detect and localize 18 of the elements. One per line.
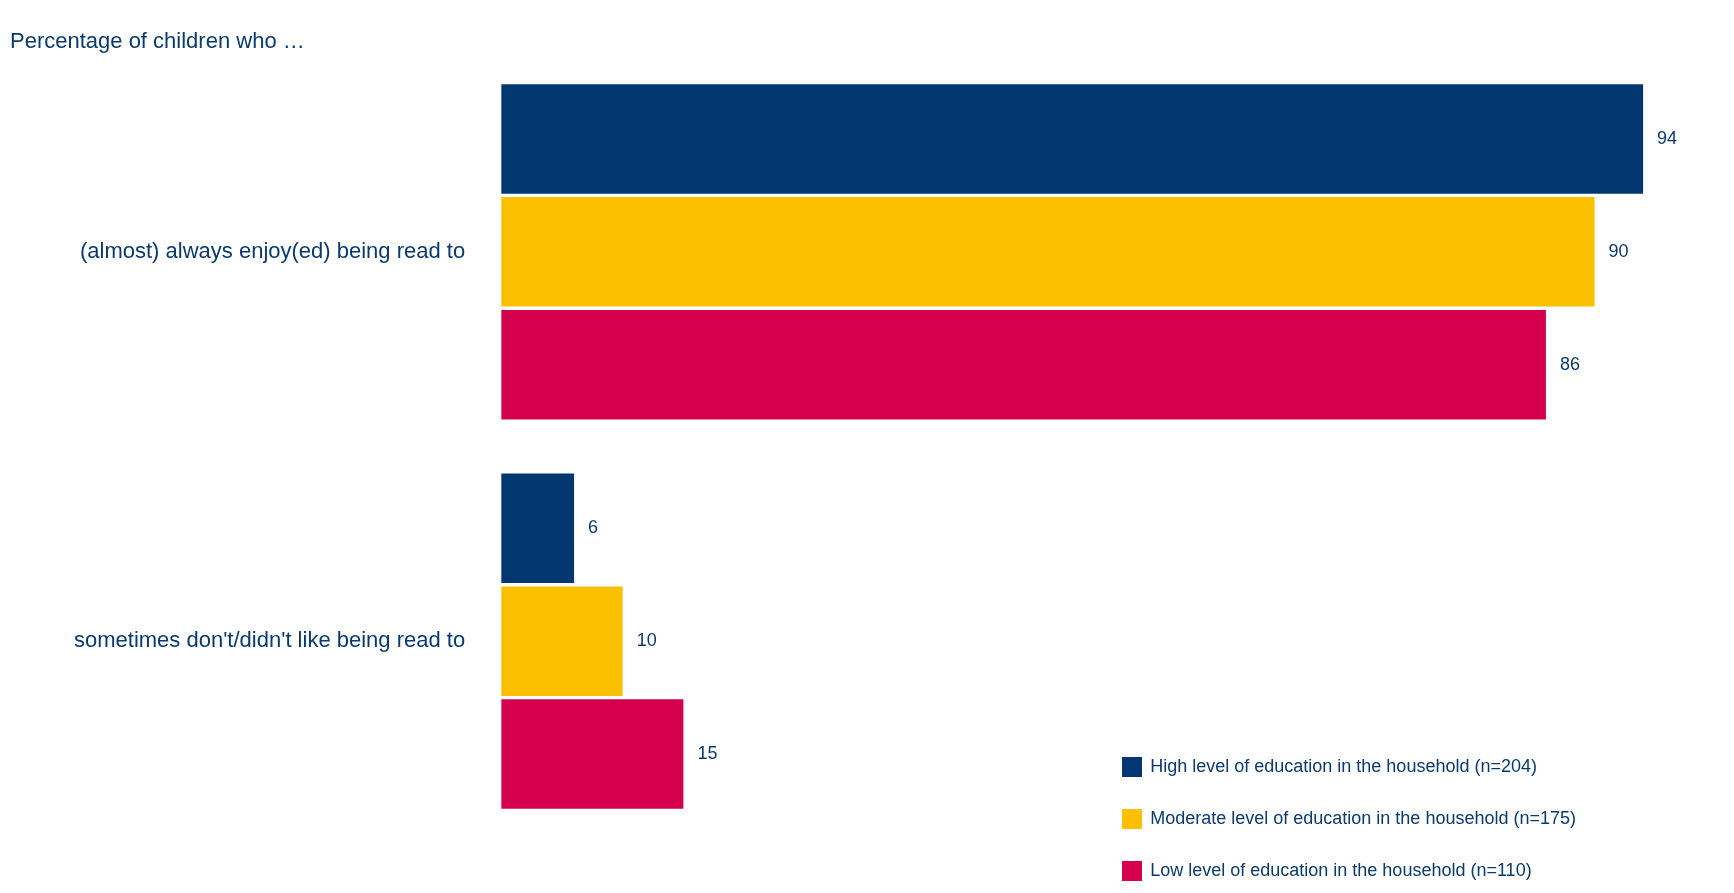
bar: [501, 197, 1595, 307]
data-label: 94: [1657, 127, 1678, 148]
data-label: 90: [1608, 240, 1629, 261]
data-label: 15: [697, 743, 718, 764]
legend-label: Moderate level of education in the household (n=175): [1150, 808, 1576, 829]
data-label: 6: [588, 517, 599, 538]
legend-label: High level of education in the household (n=204): [1150, 756, 1537, 777]
bar: [501, 699, 684, 809]
bar: [501, 586, 623, 696]
bar: [501, 473, 575, 584]
data-label: 10: [636, 630, 657, 651]
legend-label: Low level of education in the household (n=110): [1150, 860, 1532, 881]
text: Percentage of children who …: [10, 28, 305, 54]
bar: [501, 309, 1546, 420]
bar: [501, 84, 1644, 194]
y-tick-label: (almost) always enjoy(ed) being read to: [79, 237, 466, 263]
data-label: 86: [1559, 353, 1580, 374]
y-tick-label: sometimes don't/didn't like being read to: [73, 627, 466, 653]
